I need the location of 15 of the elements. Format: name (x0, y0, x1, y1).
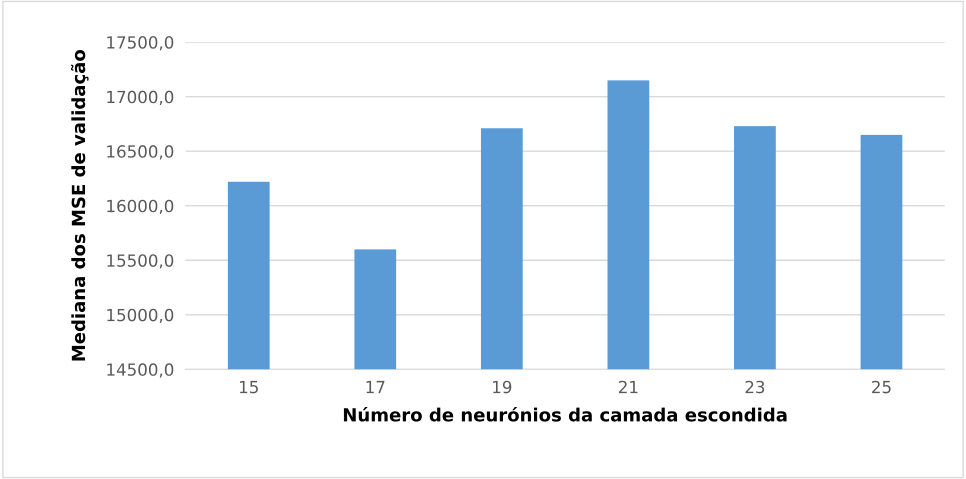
y-tick-label: 16500,0 (107, 145, 174, 160)
x-tick-label: 23 (746, 380, 764, 394)
x-axis-title: Número de neurónios da camada escondida (344, 406, 787, 422)
y-axis-title: Mediana dos MSE de validação (70, 50, 89, 361)
x-tick-label: 21 (619, 380, 638, 394)
y-tick-label: 14500,0 (107, 363, 174, 378)
x-tick-label: 25 (872, 380, 891, 394)
x-tick-label: 19 (493, 380, 512, 394)
x-tick-label: 15 (240, 380, 258, 394)
x-tick-label: 17 (366, 380, 384, 394)
y-tick-label: 17000,0 (107, 90, 174, 105)
y-tick-label: 17500,0 (107, 36, 174, 50)
y-tick-label: 15000,0 (107, 308, 174, 324)
y-tick-label: 16000,0 (107, 200, 174, 214)
y-tick-label: 15500,0 (107, 254, 174, 269)
